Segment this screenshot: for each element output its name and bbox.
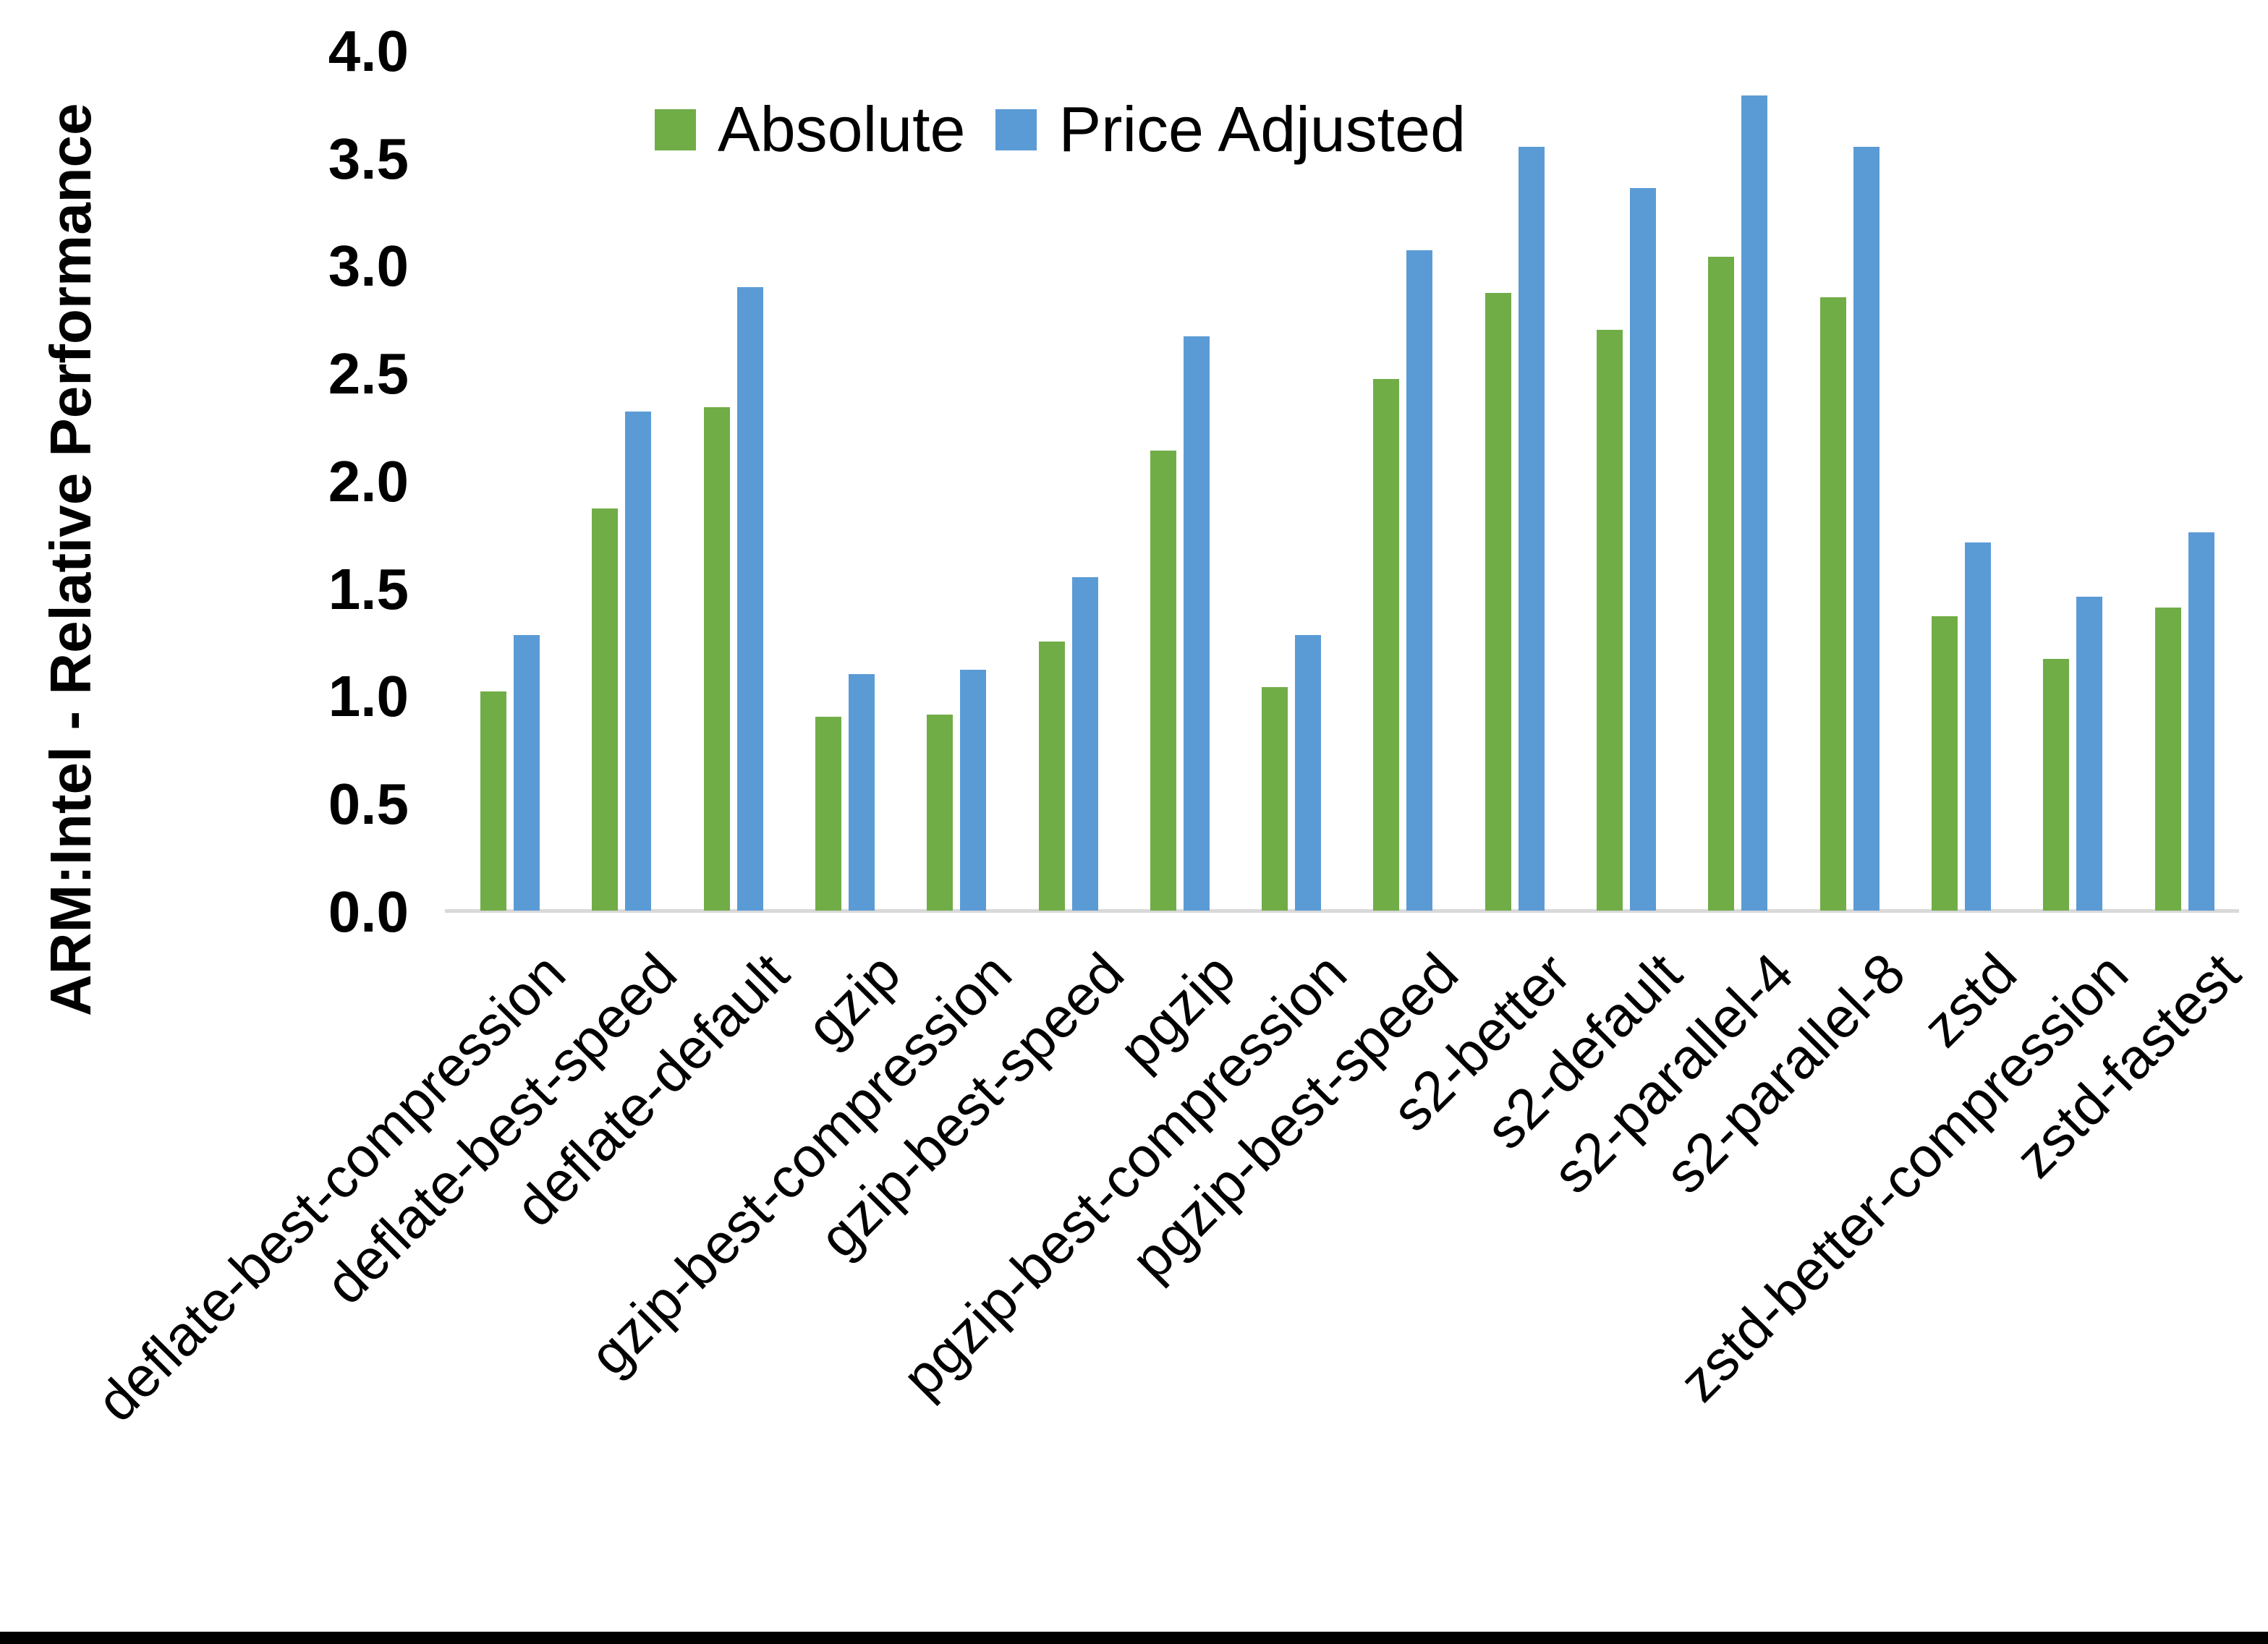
bar-absolute-gzip-best-compression (927, 715, 953, 911)
bar-absolute-zstd-better-compression (2043, 659, 2069, 911)
bar-absolute-zstd-fastest (2155, 608, 2181, 911)
x-axis-line (445, 909, 2239, 913)
bar-absolute-s2-parallel-4 (1708, 257, 1734, 911)
y-tick-label: 1.0 (328, 664, 409, 728)
bar-price-adjusted-gzip-best-compression (960, 670, 986, 911)
y-tick-label: 4.0 (328, 19, 409, 83)
y-tick-label: 1.5 (328, 557, 409, 621)
legend-label-absolute: Absolute (718, 93, 966, 165)
bar-price-adjusted-zstd-fastest (2188, 532, 2214, 911)
bar-absolute-deflate-default (704, 407, 730, 911)
bar-absolute-s2-default (1597, 330, 1623, 911)
bar-price-adjusted-s2-better (1519, 147, 1545, 911)
bar-price-adjusted-deflate-best-speed (625, 412, 651, 911)
bar-absolute-gzip-best-speed (1039, 642, 1065, 911)
bar-absolute-zstd (1932, 616, 1958, 911)
bar-absolute-deflate-best-speed (592, 508, 618, 911)
y-tick-label: 0.0 (328, 880, 409, 944)
bar-price-adjusted-s2-parallel-4 (1741, 95, 1767, 911)
legend-swatch-absolute (655, 108, 696, 150)
legend-label-price-adjusted: Price Adjusted (1058, 93, 1466, 165)
bar-price-adjusted-s2-default (1630, 188, 1656, 911)
y-tick-label: 2.5 (328, 341, 409, 406)
y-tick-label: 0.5 (328, 772, 409, 836)
bar-absolute-s2-parallel-8 (1820, 297, 1846, 911)
y-tick-label: 3.5 (328, 127, 409, 191)
bar-absolute-pgzip-best-compression (1262, 687, 1288, 911)
bar-price-adjusted-gzip-best-speed (1072, 577, 1098, 911)
legend-swatch-price-adjusted (995, 108, 1037, 150)
bar-absolute-s2-better (1485, 293, 1511, 911)
bar-price-adjusted-deflate-default (737, 287, 763, 911)
y-tick-label: 2.0 (328, 449, 409, 514)
bar-price-adjusted-deflate-best-compression (514, 635, 540, 911)
bar-price-adjusted-zstd-better-compression (2076, 597, 2102, 911)
bar-absolute-pgzip (1150, 451, 1176, 911)
bar-price-adjusted-pgzip-best-speed (1406, 250, 1432, 911)
bar-price-adjusted-pgzip-best-compression (1295, 635, 1321, 911)
y-tick-label: 3.0 (328, 234, 409, 298)
bar-absolute-pgzip-best-speed (1373, 379, 1399, 911)
bar-price-adjusted-zstd (1965, 542, 1991, 911)
bar-price-adjusted-s2-parallel-8 (1853, 147, 1880, 911)
bar-absolute-gzip (815, 717, 841, 911)
bar-price-adjusted-gzip (849, 674, 875, 911)
bar-price-adjusted-pgzip (1184, 336, 1210, 911)
legend: Absolute Price Adjusted (655, 93, 1466, 166)
bottom-border (0, 1632, 2268, 1644)
bar-absolute-deflate-best-compression (480, 691, 506, 911)
